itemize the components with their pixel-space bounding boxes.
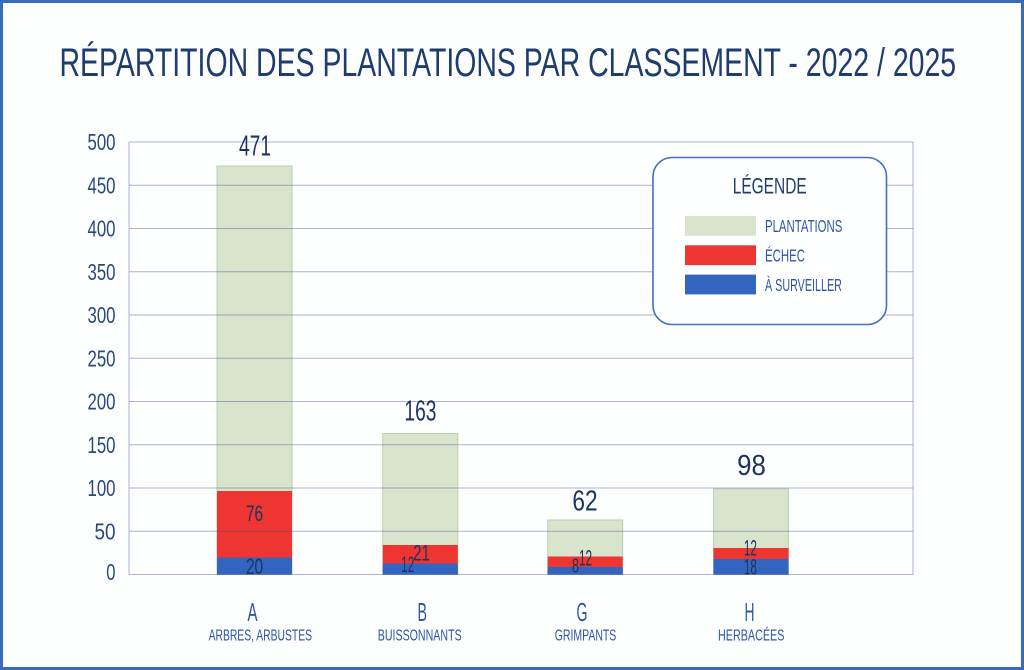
svg-text:21: 21: [413, 542, 430, 566]
svg-text:300: 300: [88, 304, 116, 329]
svg-text:163: 163: [404, 396, 436, 428]
svg-text:250: 250: [88, 347, 116, 372]
svg-text:BUISSONNANTS: BUISSONNANTS: [378, 627, 462, 645]
svg-text:A: A: [247, 599, 258, 627]
svg-text:HERBACÉES: HERBACÉES: [718, 627, 784, 645]
svg-text:500: 500: [88, 131, 116, 156]
svg-text:12: 12: [744, 535, 757, 560]
svg-text:LÉGENDE: LÉGENDE: [733, 175, 807, 199]
svg-text:20: 20: [246, 555, 263, 579]
svg-text:76: 76: [246, 502, 263, 526]
svg-text:0: 0: [106, 560, 115, 585]
svg-text:G: G: [577, 599, 588, 628]
svg-text:18: 18: [744, 555, 757, 580]
svg-text:ÉCHEC: ÉCHEC: [765, 246, 805, 266]
svg-text:12: 12: [401, 552, 414, 577]
svg-text:B: B: [418, 599, 428, 628]
svg-text:GRIMPANTS: GRIMPANTS: [555, 627, 617, 645]
svg-text:62: 62: [572, 484, 597, 517]
svg-text:471: 471: [239, 131, 271, 163]
svg-text:ARBRES, ARBUSTES: ARBRES, ARBUSTES: [209, 626, 312, 644]
svg-text:150: 150: [88, 433, 116, 458]
svg-text:350: 350: [88, 260, 116, 285]
svg-text:PLANTATIONS: PLANTATIONS: [765, 218, 842, 237]
svg-text:98: 98: [737, 449, 766, 482]
svg-text:200: 200: [88, 390, 116, 415]
svg-text:À SURVEILLER: À SURVEILLER: [765, 275, 842, 295]
svg-text:50: 50: [94, 520, 115, 545]
svg-text:400: 400: [88, 217, 116, 242]
svg-text:H: H: [745, 599, 755, 628]
svg-text:450: 450: [88, 174, 116, 199]
svg-text:12: 12: [579, 545, 592, 570]
svg-text:100: 100: [88, 477, 116, 502]
svg-text:RÉPARTITION DES PLANTATIONS PA: RÉPARTITION DES PLANTATIONS PAR CLASSEME…: [59, 40, 956, 85]
svg-text:8: 8: [572, 555, 579, 578]
